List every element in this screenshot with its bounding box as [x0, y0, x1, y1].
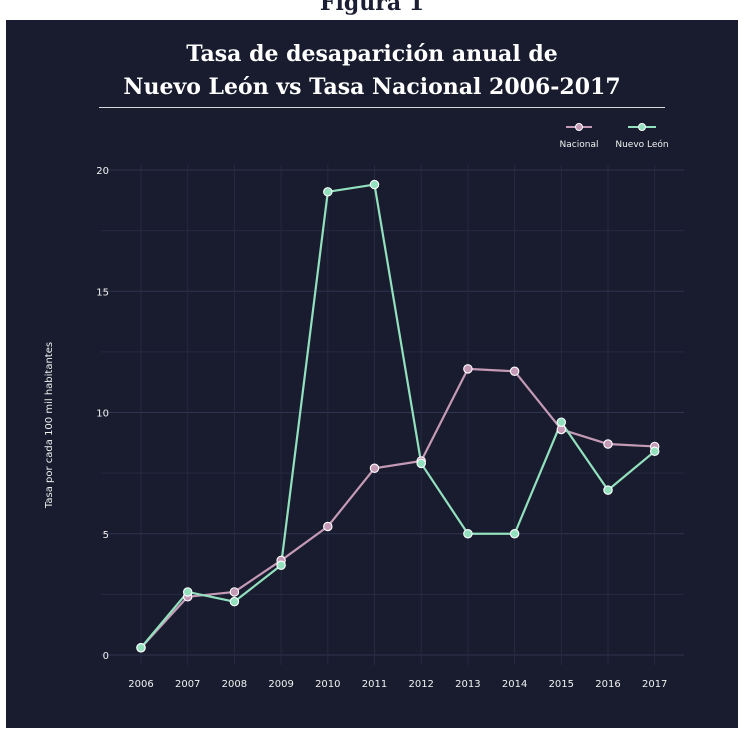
x-tick-label: 2014 — [502, 679, 527, 690]
legend-item-nacional: Nacional — [560, 123, 599, 150]
y-tick-label: 10 — [96, 409, 109, 420]
data-point-nacional — [463, 364, 473, 374]
legend-item-nuevo-leon: Nuevo León — [615, 123, 669, 150]
data-point-nacional — [369, 463, 380, 474]
x-tick-label: 2011 — [362, 679, 387, 690]
x-tick-label: 2006 — [128, 679, 153, 690]
series-layer — [136, 179, 660, 653]
y-tick-label: 5 — [103, 530, 109, 541]
data-point-nuevo-leon — [416, 458, 426, 469]
legend-marker-nuevo-leon — [638, 123, 646, 131]
data-point-nacional — [603, 439, 613, 449]
y-tick-label: 15 — [96, 287, 109, 298]
legend: Nacional Nuevo León — [560, 123, 669, 150]
data-point-nuevo-leon — [463, 528, 473, 539]
x-tick-label: 2010 — [315, 679, 340, 690]
x-tick-label: 2012 — [408, 679, 433, 690]
line-chart: Nacional Nuevo León Tasa por cada 100 mi… — [44, 123, 684, 690]
data-point-nacional — [509, 366, 520, 377]
chart-panel: Tasa de desaparición anual de Nuevo León… — [6, 20, 738, 728]
x-tick-label: 2013 — [455, 679, 480, 690]
x-tick-label: 2007 — [175, 679, 200, 690]
data-point-nuevo-leon — [649, 446, 660, 457]
data-point-nuevo-leon — [323, 187, 333, 197]
legend-label-nacional: Nacional — [560, 140, 599, 150]
x-tick-label: 2009 — [268, 679, 293, 690]
title-divider — [99, 107, 665, 108]
x-tick-label: 2017 — [642, 679, 667, 690]
y-tick-label: 0 — [103, 651, 109, 662]
data-point-nuevo-leon — [509, 528, 520, 539]
y-tick-label: 20 — [96, 166, 109, 177]
chart-title: Tasa de desaparición anual de Nuevo León… — [6, 38, 738, 104]
data-point-nuevo-leon — [556, 417, 567, 427]
data-point-nuevo-leon — [229, 596, 240, 607]
data-point-nuevo-leon — [136, 642, 146, 653]
chart-title-line-2: Nuevo León vs Tasa Nacional 2006-2017 — [123, 74, 621, 100]
x-tick-label: 2015 — [549, 679, 574, 690]
data-point-nuevo-leon — [182, 587, 193, 597]
series-line-nacional — [140, 367, 655, 649]
x-tick-label: 2008 — [222, 679, 247, 690]
x-tick-labels: 2006 2007 2008 2009 2010 2011 2012 2013 2014 2015… — [128, 679, 667, 690]
legend-label-nuevo-leon: Nuevo León — [615, 139, 668, 150]
chart-title-line-1: Tasa de desaparición anual de — [186, 41, 558, 67]
legend-marker-nacional — [575, 123, 583, 131]
grid — [101, 165, 684, 665]
data-point-nuevo-leon — [369, 179, 380, 190]
data-point-nuevo-leon — [276, 560, 286, 571]
top-strip: Figura 1 — [0, 0, 744, 22]
y-tick-labels: 0 5 10 15 20 — [96, 166, 109, 662]
data-point-nacional — [323, 521, 333, 532]
data-point-nuevo-leon — [603, 485, 613, 495]
y-axis-label: Tasa por cada 100 mil habitantes — [44, 342, 55, 509]
data-point-nacional — [229, 587, 240, 597]
series-line-nuevo-leon — [140, 183, 656, 649]
cropped-heading-fragment: Figura 1 — [319, 0, 425, 16]
x-tick-label: 2016 — [595, 679, 620, 690]
